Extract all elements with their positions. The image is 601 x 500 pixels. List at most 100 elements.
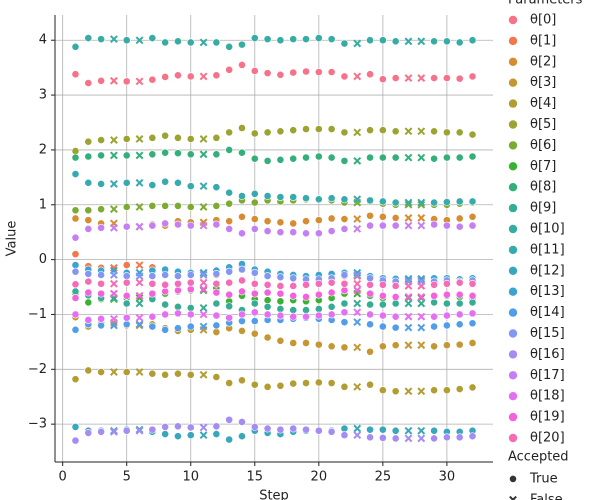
point bbox=[468, 298, 477, 307]
point bbox=[289, 154, 298, 163]
point bbox=[468, 339, 477, 347]
point bbox=[161, 310, 170, 319]
point bbox=[417, 299, 426, 308]
point bbox=[314, 340, 323, 349]
point bbox=[97, 151, 106, 160]
point bbox=[250, 154, 259, 163]
point bbox=[289, 282, 298, 290]
point bbox=[110, 321, 118, 330]
point bbox=[212, 150, 221, 159]
point bbox=[84, 178, 93, 187]
point bbox=[404, 127, 413, 136]
point bbox=[404, 37, 413, 46]
point bbox=[161, 300, 170, 309]
point bbox=[122, 299, 131, 308]
point bbox=[455, 310, 464, 319]
point bbox=[174, 432, 182, 441]
point bbox=[250, 67, 259, 75]
point bbox=[404, 426, 413, 435]
point bbox=[417, 293, 426, 301]
point bbox=[327, 35, 336, 44]
point bbox=[302, 229, 310, 238]
legend-marker bbox=[508, 99, 518, 108]
x-tick-label: 10 bbox=[182, 470, 199, 485]
legend-marker bbox=[508, 412, 518, 422]
point bbox=[97, 321, 106, 330]
point bbox=[135, 36, 144, 45]
point bbox=[122, 320, 131, 329]
legend-marker bbox=[508, 183, 518, 192]
point bbox=[250, 268, 259, 277]
point bbox=[353, 279, 362, 288]
point bbox=[353, 308, 362, 317]
point bbox=[314, 290, 323, 299]
point bbox=[455, 222, 464, 231]
point bbox=[404, 299, 413, 308]
point bbox=[71, 233, 80, 242]
legend-label: θ[16] bbox=[530, 347, 565, 362]
point bbox=[238, 287, 246, 296]
point bbox=[366, 221, 374, 230]
point bbox=[250, 189, 259, 198]
point bbox=[276, 282, 285, 290]
point bbox=[366, 433, 374, 442]
point bbox=[225, 267, 234, 276]
point bbox=[122, 278, 131, 287]
point bbox=[148, 289, 157, 298]
point bbox=[442, 279, 451, 288]
point bbox=[263, 296, 272, 305]
point bbox=[417, 37, 426, 46]
point bbox=[314, 305, 323, 313]
point bbox=[174, 220, 182, 229]
point bbox=[122, 222, 131, 231]
point bbox=[199, 72, 208, 81]
point bbox=[84, 288, 93, 297]
point bbox=[186, 285, 195, 294]
point bbox=[276, 381, 285, 390]
point bbox=[135, 77, 144, 86]
point bbox=[442, 290, 451, 299]
point bbox=[161, 271, 170, 279]
point bbox=[417, 198, 426, 207]
point bbox=[289, 339, 298, 347]
point bbox=[122, 261, 131, 270]
point bbox=[250, 129, 259, 138]
point bbox=[378, 280, 387, 289]
point bbox=[327, 194, 336, 203]
point bbox=[174, 286, 182, 295]
point bbox=[110, 180, 118, 188]
point bbox=[212, 269, 221, 278]
point bbox=[314, 378, 323, 387]
point bbox=[314, 152, 323, 161]
point bbox=[340, 343, 349, 352]
point bbox=[353, 424, 362, 433]
point bbox=[212, 373, 221, 381]
point bbox=[110, 223, 118, 232]
point bbox=[302, 125, 310, 133]
point bbox=[148, 201, 157, 210]
point bbox=[225, 199, 234, 208]
point bbox=[289, 312, 298, 321]
point bbox=[417, 200, 426, 209]
legend-marker bbox=[508, 287, 518, 296]
point bbox=[84, 366, 93, 375]
point bbox=[468, 309, 477, 318]
point bbox=[212, 328, 221, 336]
point bbox=[225, 65, 234, 74]
point bbox=[212, 321, 221, 330]
point bbox=[455, 74, 464, 83]
point bbox=[430, 322, 438, 331]
point bbox=[430, 74, 438, 82]
legend-marker bbox=[508, 203, 518, 213]
legend-label: θ[14] bbox=[530, 305, 565, 320]
point bbox=[340, 279, 349, 288]
x-tick-label: 20 bbox=[311, 470, 328, 485]
point bbox=[122, 368, 131, 376]
x-tick-label: 5 bbox=[123, 470, 131, 485]
point bbox=[238, 276, 246, 285]
point bbox=[238, 212, 246, 221]
point bbox=[378, 342, 387, 351]
point bbox=[135, 203, 144, 211]
point bbox=[174, 422, 182, 431]
point bbox=[366, 320, 374, 329]
